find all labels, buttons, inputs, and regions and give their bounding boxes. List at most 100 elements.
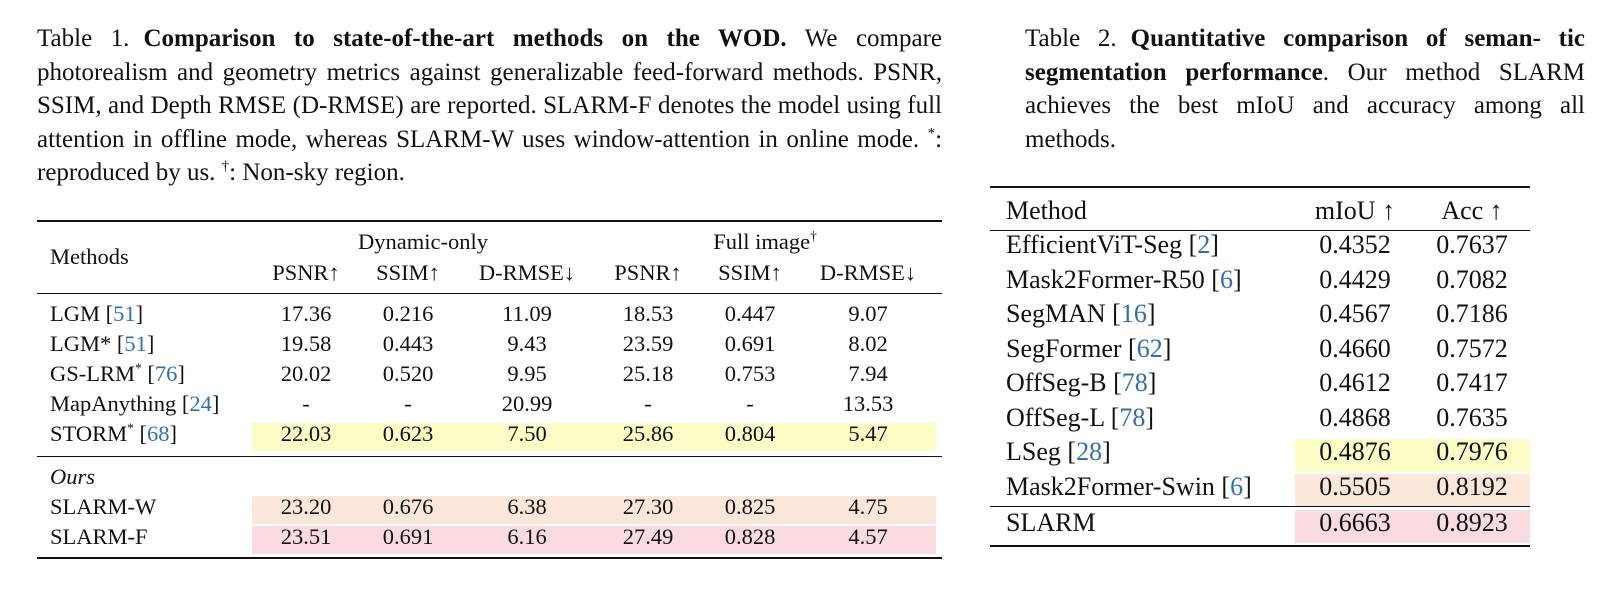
table-cell: 9.95	[507, 361, 547, 386]
miou-cell: 0.4876	[1319, 437, 1391, 466]
method-name: LGM	[50, 301, 100, 326]
dagger-symbol: †	[221, 158, 230, 175]
citation-link: 62	[1136, 333, 1163, 363]
table-row-method: LGM* [51]	[50, 331, 155, 356]
miou-cell: 0.4612	[1319, 368, 1391, 397]
acc-cell: 0.7572	[1436, 333, 1508, 363]
method-name: SLARM-F	[50, 524, 148, 549]
method-name: STORM	[50, 421, 128, 446]
citation-link: 51	[113, 301, 136, 326]
method-name: SLARM	[1006, 508, 1096, 537]
miou-cell: 0.4660	[1319, 333, 1391, 363]
table-cell: 22.03	[280, 421, 332, 446]
table-cell: 20.02	[280, 361, 332, 386]
table1-caption-title: Comparison to state-of-the-art methods o…	[143, 25, 787, 52]
table-cell: 19.58	[280, 331, 332, 356]
table-cell: -	[644, 391, 652, 416]
dagger-mark: †	[810, 228, 817, 244]
highlight-band	[1295, 439, 1530, 472]
table-cell: 27.49	[622, 524, 674, 549]
table-row-method: SLARM	[1006, 508, 1096, 538]
reproduced-mark: *	[127, 420, 134, 436]
section-ours-label: Ours	[50, 464, 96, 489]
table-row-method: SLARM-F	[50, 524, 148, 550]
miou-cell: 0.4352	[1319, 230, 1391, 259]
table-cell: 0.804	[724, 421, 776, 446]
table1-mid-rule	[37, 456, 942, 458]
column-header: D-RMSE↓	[478, 260, 576, 285]
table2-caption-title-2: tic segmentation performance	[1025, 25, 1586, 86]
table-row-method: MapAnything [24]	[50, 391, 220, 416]
table2-mid-rule	[990, 506, 1530, 508]
table-cell: 8.02	[848, 331, 888, 356]
method-name: MapAnything	[50, 391, 177, 416]
table-cell: -	[746, 391, 754, 416]
table-row-method: OffSeg-B [78]	[1006, 368, 1157, 397]
method-name: Mask2Former-Swin	[1006, 471, 1215, 501]
dagger-note: : Non-sky region.	[229, 159, 405, 186]
table-cell: 9.43	[507, 331, 547, 356]
column-header: SSIM↑	[718, 260, 782, 285]
table-cell: 27.30	[622, 494, 674, 519]
acc-cell: 0.7186	[1436, 299, 1508, 328]
citation-link: 2	[1197, 230, 1211, 259]
table-cell: 5.47	[848, 421, 888, 446]
group-full-image-label: Full image	[713, 229, 811, 254]
group-full-image: Full image†	[713, 229, 817, 255]
citation-link: 76	[154, 361, 178, 386]
miou-cell: 0.6663	[1319, 508, 1391, 537]
acc-header: Acc ↑	[1441, 196, 1503, 225]
table-cell: 0.691	[724, 331, 776, 356]
table-cell: 0.623	[382, 421, 434, 446]
table-cell: 25.18	[622, 361, 674, 386]
table-cell: -	[404, 391, 412, 416]
table-row-method: OffSeg-L [78]	[1006, 402, 1155, 432]
acc-cell: 0.8923	[1436, 508, 1508, 537]
table-cell: 0.216	[382, 301, 434, 326]
table1-caption-label: Table 1.	[37, 25, 130, 52]
table-row-method: EfficientViT-Seg [2]	[1006, 230, 1219, 259]
miou-cell: 0.4429	[1319, 264, 1391, 294]
highlight-band	[1295, 510, 1530, 543]
table-row-method: LSeg [28]	[1006, 437, 1111, 466]
acc-cell: 0.7082	[1436, 264, 1508, 294]
table-cell: 23.20	[280, 494, 332, 519]
table2-top-rule	[990, 186, 1530, 188]
table-row-method: SegMAN [16]	[1006, 299, 1156, 328]
table-cell: 6.38	[507, 494, 547, 519]
method-name: EfficientViT-Seg	[1006, 230, 1183, 259]
table-row-method: LGM [51]	[50, 301, 144, 326]
table-cell: 23.51	[280, 524, 332, 549]
table-row-method: GS-LRM* [76]	[50, 360, 185, 386]
citation-link: 16	[1120, 299, 1147, 328]
table-cell: 0.520	[382, 361, 434, 386]
table1-header-rule	[37, 293, 942, 295]
table-row-method: SegFormer [62]	[1006, 333, 1172, 363]
table2-bottom-rule	[990, 545, 1530, 547]
table1-bottom-rule	[37, 557, 942, 559]
table-cell: 18.53	[622, 301, 674, 326]
acc-cell: 0.7635	[1436, 402, 1508, 432]
table2-header-rule	[990, 230, 1530, 232]
method-name: SLARM-W	[50, 494, 157, 519]
highlight-band	[252, 423, 936, 451]
table1-caption: Table 1. Comparison to state-of-the-art m…	[37, 22, 942, 190]
table-row-method: STORM* [68]	[50, 420, 177, 446]
table-cell: 17.36	[280, 301, 332, 326]
star-symbol: *	[927, 125, 936, 142]
table-cell: 4.75	[848, 494, 888, 519]
method-name: LGM*	[50, 331, 112, 356]
table2-caption: Table 2. Quantitative comparison of seman…	[1025, 22, 1585, 156]
miou-header: mIoU ↑	[1314, 196, 1396, 225]
citation-link: 78	[1121, 368, 1148, 397]
acc-cell: 0.8192	[1436, 471, 1508, 501]
reproduced-mark: *	[135, 360, 142, 376]
table2-caption-label: Table 2.	[1025, 25, 1117, 52]
highlight-band	[252, 496, 936, 524]
star-note: : reproduced by us.	[37, 125, 943, 187]
acc-cell: 0.7637	[1436, 230, 1508, 259]
method-name: GS-LRM	[50, 361, 136, 386]
highlight-band	[252, 526, 936, 554]
table2-caption-text: . Our method SLARM achieves the best mIo…	[1025, 58, 1586, 153]
citation-link: 6	[1219, 264, 1233, 294]
